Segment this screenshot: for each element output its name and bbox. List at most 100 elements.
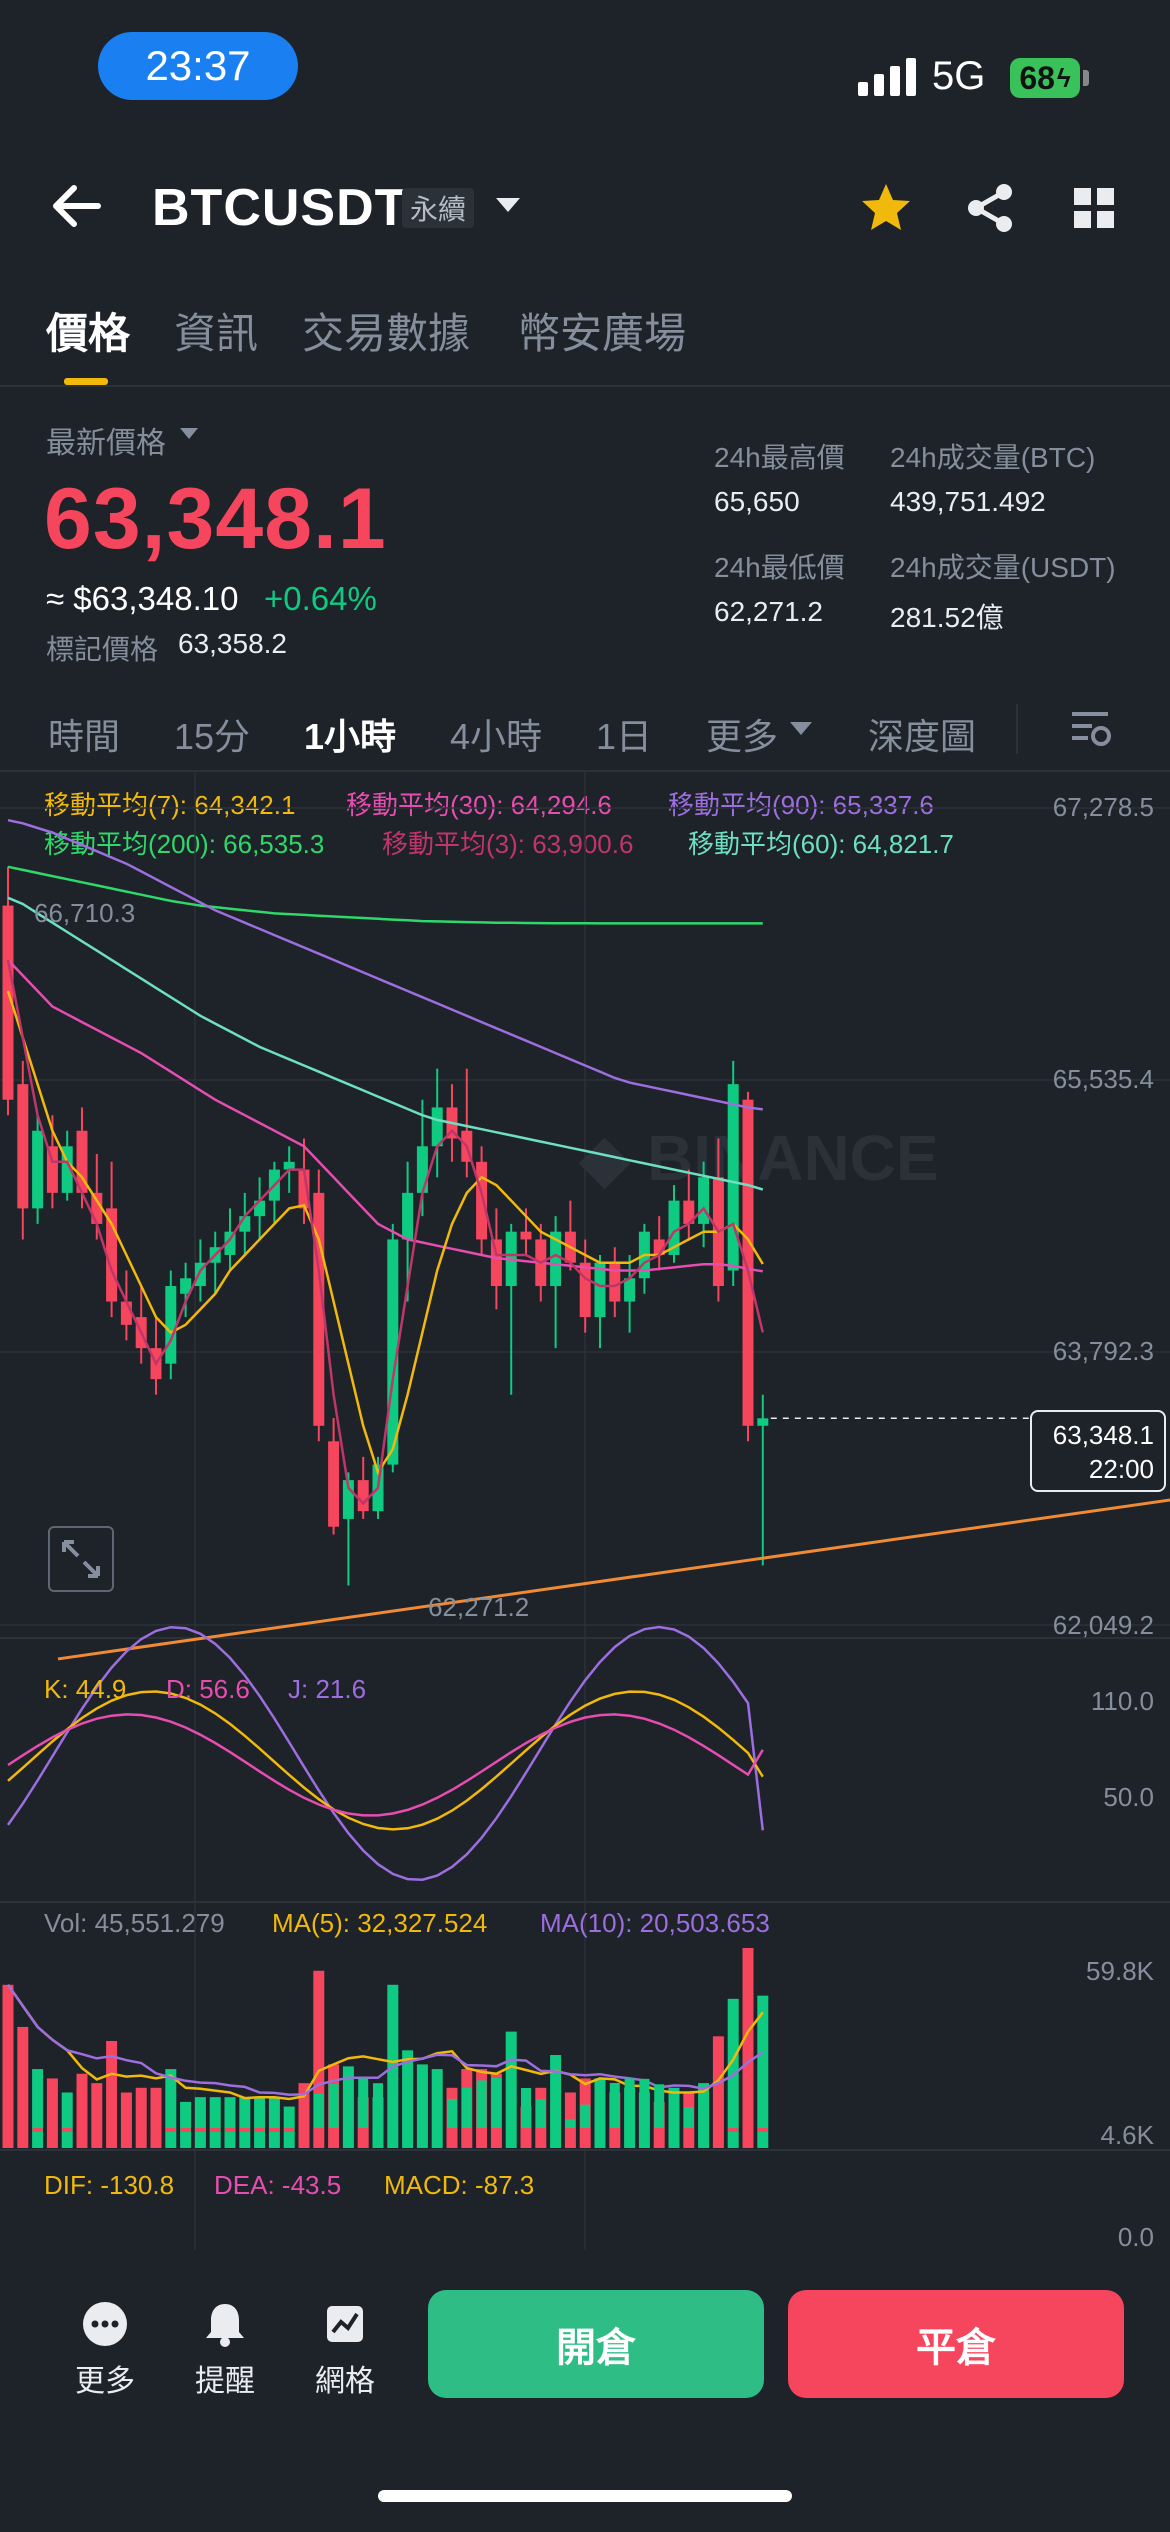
macd-histogram-bar [358,2078,369,2128]
candlestick-chart[interactable]: ◆ BINANCE [0,770,1170,2260]
candle-body [416,1146,428,1193]
ma200-line [7,865,763,925]
candle-body [194,1262,206,1287]
candle-body [165,1286,177,1364]
usd-approx-price: ≈ $63,348.10 [46,580,239,617]
contract-type-badge: 永續 [402,188,475,228]
ma3-legend: 移動平均(3): 63,900.6 [382,829,634,859]
candle-body [313,1192,325,1426]
candle-body [17,1084,29,1209]
volume-legend: Vol: 45,551.279 [44,1908,225,1938]
macd-histogram-bar [432,2112,443,2128]
star-icon[interactable] [856,178,916,238]
high-24h-label: 24h最高價 [714,442,845,473]
ma60-line [7,896,764,1191]
volume-bar [402,2050,414,2148]
volume-bar [283,2106,295,2148]
macd-histogram-bar [165,2128,176,2132]
macd-histogram-bar [151,2128,161,2132]
interval-time[interactable]: 時間 [48,716,121,757]
candle-body [342,1480,354,1519]
interval-more[interactable]: 更多 [706,716,779,757]
more-button[interactable]: 更多 [60,2300,150,2400]
macd-histogram-bar [3,2128,13,2132]
macd-histogram-bar [373,2083,383,2128]
back-arrow-icon[interactable] [48,178,108,234]
volume-bar [165,2069,177,2148]
candle-body [387,1239,399,1465]
more-intervals-caret-icon[interactable] [790,722,812,735]
candle-body [668,1200,680,1255]
interval-4h[interactable]: 4小時 [450,716,543,757]
ma90-legend: 移動平均(90): 65,337.6 [668,790,934,820]
macd-histogram-bar [299,2128,309,2132]
macd-histogram-bar [654,2084,665,2128]
last-price: 63,348.1 [44,471,387,567]
macd-histogram-bar [683,2107,694,2128]
macd-histogram-bar [669,2094,679,2128]
last-price-label[interactable]: 最新價格 [46,427,166,460]
candle-body [2,905,14,1100]
macd-histogram-bar [476,2080,487,2128]
battery-level: 68 [1019,59,1055,96]
macd-histogram-bar [447,2098,457,2128]
grid-trading-button[interactable]: 網格 [300,2300,390,2400]
mark-price-label: 標記價格 [46,634,159,665]
ma200-legend: 移動平均(200): 66,535.3 [44,829,325,859]
kdj-d-line [7,1713,764,1817]
macd-histogram-bar [595,2092,605,2128]
share-icon[interactable] [960,178,1020,238]
price-axis-label-4: 62,049.2 [1052,1610,1154,1640]
candle-body [476,1161,488,1240]
price-axis-label-2: 65,535.4 [1052,1064,1154,1094]
macd-histogram-bar [506,2080,517,2128]
last-price-dropdown-icon[interactable] [180,428,198,439]
candle-body [298,1169,310,1209]
symbol-dropdown-icon[interactable] [496,198,520,212]
candle-body [239,1216,251,1232]
open-position-button[interactable]: 開倉 [428,2290,764,2398]
battery-cap [1083,70,1089,86]
volume-bar [106,2040,118,2148]
macd-histogram-bar [757,2128,768,2132]
candle-body [550,1231,562,1287]
volume-bar [2,1984,14,2148]
low-24h-label: 24h最低價 [714,552,845,583]
grid-icon[interactable] [1064,178,1124,238]
volume-bar [757,1995,769,2148]
alert-button[interactable]: 提醒 [180,2300,270,2400]
candle-body [683,1200,695,1224]
tab-price[interactable]: 價格 [46,310,131,357]
grid-trading-label: 網格 [315,2365,375,2398]
volume-bar [268,2097,280,2148]
tab-info[interactable]: 資訊 [174,310,259,357]
volume-bar [120,2092,132,2148]
volume-ma10-legend: MA(10): 20,503.653 [540,1908,770,1938]
macd-histogram-bar [743,2128,753,2132]
chart-settings-icon[interactable] [1068,706,1114,757]
macd-histogram-bar [32,2128,43,2132]
tab-trading-data[interactable]: 交易數據 [302,310,471,357]
candle-body [76,1130,88,1193]
interval-15m[interactable]: 15分 [174,716,251,757]
volume-usdt-label: 24h成交量(USDT) [890,552,1116,583]
tab-binance-square[interactable]: 幣安廣場 [518,310,687,357]
tabs-divider [0,385,1170,387]
kdj-k-legend: K: 44.9 [44,1674,127,1704]
volume-bar [76,2073,88,2148]
macd-histogram-bar [47,2128,58,2132]
volume-axis-1: 59.8K [1086,1956,1154,1986]
macd-axis: 0.0 [1117,2222,1154,2252]
volume-axis-2: 4.6K [1100,2120,1155,2150]
volume-usdt-value: 281.52億 [890,602,1004,633]
interval-1d[interactable]: 1日 [596,716,653,757]
expand-icon[interactable] [48,1526,114,1592]
mark-price-value: 63,358.2 [178,628,287,659]
price-axis-label-1: 67,278.5 [1052,792,1154,822]
symbol-title[interactable]: BTCUSDT [152,179,408,237]
candle-body [328,1441,340,1527]
signal-icon [858,58,916,96]
depth-chart-tab[interactable]: 深度圖 [868,716,977,757]
interval-1h[interactable]: 1小時 [304,716,397,757]
close-position-button[interactable]: 平倉 [788,2290,1124,2398]
